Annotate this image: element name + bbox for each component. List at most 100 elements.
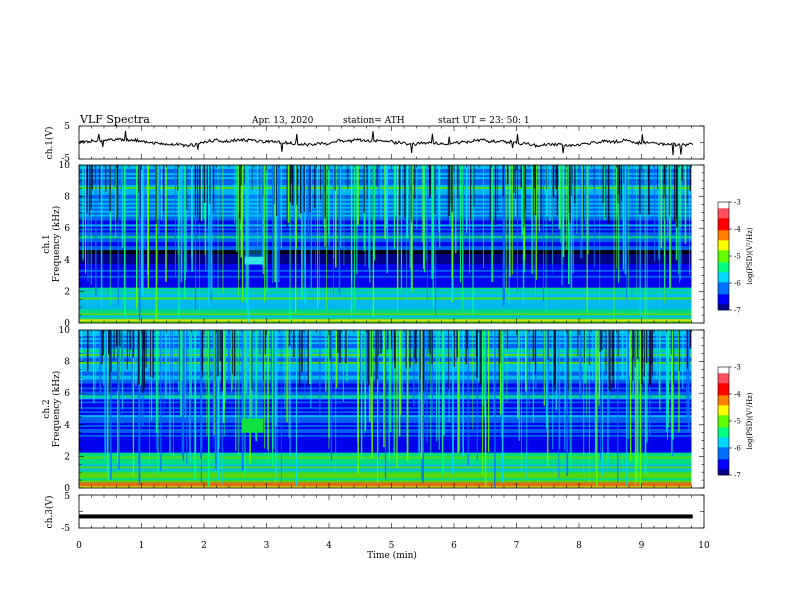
- spectrogram-band: [79, 245, 692, 249]
- ch3-waveform-ylabel: ch.3(V): [44, 496, 55, 529]
- time-axis-tick-label: 7: [514, 541, 520, 551]
- colorbar-cell: [718, 433, 729, 436]
- colorbar-cell: [718, 407, 729, 410]
- ch3-waveform-panel: 5 -5 ch.3(V): [44, 492, 705, 534]
- spectrogram-band: [79, 484, 692, 487]
- figure-title: VLF Spectra: [79, 113, 150, 126]
- spectrogram-band: [79, 291, 692, 294]
- colorbar-cell: [718, 280, 729, 283]
- spectrogram-band: [79, 309, 692, 312]
- colorbar-cell: [718, 457, 729, 460]
- colorbar-cell: [718, 375, 729, 378]
- ch2-colorbar: -3 -4 -5 -6 -7 log(PSD)(V²/Hz): [717, 364, 754, 480]
- colorbar-cell: [718, 264, 729, 267]
- header-date: Apr. 13, 2020: [251, 116, 314, 126]
- spectrogram-burst: [244, 256, 264, 265]
- spectrogram-band: [79, 242, 692, 245]
- colorbar-cell: [718, 216, 729, 219]
- colorbar-cell: [718, 238, 729, 241]
- spectrogram-band: [79, 263, 692, 266]
- spectrogram-band: [79, 319, 692, 322]
- spectrogram-band: [79, 293, 692, 296]
- colorbar-cell: [718, 391, 729, 394]
- ch2-spectrogram-image: [79, 330, 692, 489]
- colorbar-cell: [718, 377, 729, 380]
- colorbar-cell: [718, 373, 729, 376]
- spectrogram-band: [79, 317, 692, 320]
- colorbar-cell: [718, 242, 729, 245]
- colorbar-cell: [718, 244, 729, 247]
- colorbar-cell: [718, 449, 729, 452]
- spectrogram-band: [79, 486, 692, 489]
- colorbar-cell: [718, 369, 729, 372]
- spectrogram-band: [79, 321, 692, 324]
- ch2-ytick-0: 0: [64, 484, 70, 494]
- colorbar-cell: [718, 387, 729, 390]
- ch2-spectrogram-ticks: [78, 329, 705, 489]
- colorbar-cell: [718, 284, 729, 287]
- spectrogram-band: [79, 257, 692, 260]
- spectrogram-band: [79, 251, 692, 255]
- colorbar-cell: [718, 206, 729, 209]
- ch3-ytick-top: 5: [64, 492, 70, 502]
- colorbar-cell: [718, 427, 729, 430]
- colorbar-cell: [718, 222, 729, 225]
- spectrogram-band: [79, 259, 692, 262]
- colorbar-cell: [718, 274, 729, 277]
- ch1-waveform-ylabel: ch.1(V): [44, 127, 55, 160]
- ch3-ytick-bottom: -5: [61, 524, 70, 534]
- ch1-ytick-top: 5: [64, 122, 70, 132]
- ch2-channel-label: ch.2: [42, 399, 52, 418]
- colorbar-cell: [718, 218, 729, 221]
- ch1-colorbar-gradient: [718, 202, 729, 311]
- ch1-ytick-10: 10: [59, 161, 71, 171]
- spectrogram-band: [79, 295, 692, 298]
- colorbar-cell: [718, 469, 729, 472]
- colorbar-cell: [718, 296, 729, 299]
- spectrogram-band: [79, 482, 692, 485]
- ch1-waveform-ticks: [78, 125, 705, 160]
- colorbar-cell: [718, 290, 729, 293]
- spectrogram-band: [79, 289, 692, 292]
- colorbar-cell: [718, 258, 729, 261]
- colorbar-cell: [718, 423, 729, 426]
- ch1-frequency-ylabel: Frequency (kHz): [51, 206, 62, 283]
- spectrogram-burst: [241, 418, 264, 433]
- colorbar-cell: [718, 262, 729, 265]
- colorbar-cell: [718, 224, 729, 227]
- colorbar-cell: [718, 300, 729, 303]
- spectrogram-band: [79, 247, 692, 251]
- colorbar-cell: [718, 260, 729, 263]
- time-axis-tick-label: 5: [389, 541, 395, 551]
- colorbar-cell: [718, 210, 729, 213]
- colorbar-cell: [718, 266, 729, 269]
- spectrogram-band: [79, 281, 692, 284]
- ch1-spectrogram-panel: 0 2 4 6 8 10 ch.1 Frequency (kHz): [42, 161, 705, 329]
- colorbar-cell: [718, 202, 729, 205]
- colorbar-cell: [718, 459, 729, 462]
- colorbar-cell: [718, 413, 729, 416]
- spectrogram-band: [79, 311, 692, 314]
- colorbar-cell: [718, 270, 729, 273]
- time-axis-tick-labels: 0 1 2 3 4 5 6 7 8 9 10: [76, 541, 710, 551]
- colorbar-cell: [718, 272, 729, 275]
- colorbar-cell: [718, 379, 729, 382]
- spectrogram-band: [79, 307, 692, 310]
- spectrogram-band: [79, 279, 692, 282]
- spectrogram-band: [79, 244, 692, 247]
- spectrogram-burst-halo: [244, 165, 264, 257]
- time-axis-tick-label: 2: [201, 541, 207, 551]
- ch1-channel-label: ch.1: [42, 234, 52, 253]
- spectrogram-band: [79, 303, 692, 306]
- colorbar-cell: [718, 399, 729, 402]
- spectrogram-band: [79, 267, 692, 270]
- colorbar-cell: [718, 254, 729, 257]
- colorbar-cell: [718, 306, 729, 309]
- ch2-colorbar-ticks: -3 -4 -5 -6 -7: [729, 364, 741, 480]
- colorbar-cell: [718, 236, 729, 239]
- spectrogram-band: [79, 287, 692, 290]
- colorbar-tick-label: -6: [734, 280, 741, 288]
- colorbar-cell: [718, 294, 729, 297]
- ch2-ytick-4: 4: [64, 421, 70, 431]
